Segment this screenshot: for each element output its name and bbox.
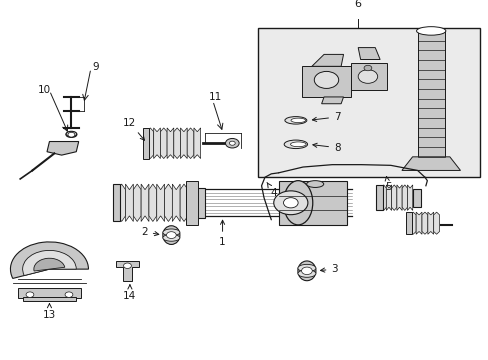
Polygon shape xyxy=(187,184,195,221)
Polygon shape xyxy=(118,184,125,221)
Text: 14: 14 xyxy=(123,285,136,301)
Bar xyxy=(18,288,81,298)
Text: 6: 6 xyxy=(354,0,361,9)
Bar xyxy=(190,189,198,216)
Polygon shape xyxy=(187,128,194,158)
Ellipse shape xyxy=(163,226,180,244)
Ellipse shape xyxy=(297,261,315,281)
Ellipse shape xyxy=(163,234,180,241)
Polygon shape xyxy=(180,184,187,221)
Polygon shape xyxy=(311,54,343,66)
Polygon shape xyxy=(380,185,386,211)
Polygon shape xyxy=(321,97,343,104)
Bar xyxy=(350,63,386,90)
Text: 7: 7 xyxy=(312,112,340,122)
Circle shape xyxy=(123,263,131,269)
Text: 2: 2 xyxy=(141,227,159,237)
Ellipse shape xyxy=(290,142,305,147)
Ellipse shape xyxy=(297,270,315,277)
Polygon shape xyxy=(116,261,139,281)
Circle shape xyxy=(314,71,338,89)
Bar xyxy=(185,181,198,225)
Ellipse shape xyxy=(163,229,180,236)
Ellipse shape xyxy=(290,118,305,122)
Ellipse shape xyxy=(285,117,306,124)
Ellipse shape xyxy=(297,264,315,272)
Text: 5: 5 xyxy=(384,176,391,193)
Polygon shape xyxy=(409,212,415,234)
Ellipse shape xyxy=(283,181,312,225)
Polygon shape xyxy=(133,184,141,221)
Bar xyxy=(375,185,382,211)
Circle shape xyxy=(166,232,176,239)
Polygon shape xyxy=(391,185,396,211)
Text: 12: 12 xyxy=(123,118,144,140)
Circle shape xyxy=(301,267,312,275)
Ellipse shape xyxy=(284,140,307,149)
Circle shape xyxy=(225,139,239,148)
Text: 11: 11 xyxy=(208,92,222,102)
Bar xyxy=(195,188,204,218)
Text: 10: 10 xyxy=(38,85,51,95)
Bar xyxy=(412,189,420,207)
Polygon shape xyxy=(157,184,164,221)
Polygon shape xyxy=(172,184,180,221)
Polygon shape xyxy=(180,128,187,158)
Circle shape xyxy=(283,198,298,208)
Polygon shape xyxy=(164,184,172,221)
Bar xyxy=(302,66,350,97)
Circle shape xyxy=(26,292,34,297)
Circle shape xyxy=(229,141,235,145)
Ellipse shape xyxy=(66,132,77,138)
Polygon shape xyxy=(173,128,180,158)
Circle shape xyxy=(273,191,307,215)
Polygon shape xyxy=(125,184,133,221)
Bar xyxy=(417,31,444,157)
Polygon shape xyxy=(421,212,427,234)
Ellipse shape xyxy=(306,181,323,188)
Polygon shape xyxy=(149,184,157,221)
Wedge shape xyxy=(34,258,65,271)
Text: 3: 3 xyxy=(320,264,337,274)
Polygon shape xyxy=(141,184,149,221)
Bar xyxy=(278,181,346,225)
Polygon shape xyxy=(357,48,379,59)
Polygon shape xyxy=(47,141,79,155)
Polygon shape xyxy=(396,185,401,211)
Polygon shape xyxy=(433,212,439,234)
Bar xyxy=(258,27,479,177)
Wedge shape xyxy=(22,251,76,275)
Text: 9: 9 xyxy=(92,62,99,72)
Text: 1: 1 xyxy=(219,220,225,247)
Polygon shape xyxy=(153,128,160,158)
Polygon shape xyxy=(427,212,433,234)
Polygon shape xyxy=(167,128,173,158)
Polygon shape xyxy=(415,212,421,234)
Polygon shape xyxy=(407,185,412,211)
Circle shape xyxy=(363,65,371,71)
Ellipse shape xyxy=(66,131,77,137)
Text: 13: 13 xyxy=(43,303,56,320)
Text: 4: 4 xyxy=(266,183,277,198)
Circle shape xyxy=(68,132,75,137)
Bar xyxy=(143,128,149,158)
Polygon shape xyxy=(401,157,460,170)
Polygon shape xyxy=(386,185,391,211)
Text: 8: 8 xyxy=(312,143,340,153)
Ellipse shape xyxy=(416,27,445,35)
Bar xyxy=(22,297,76,301)
Circle shape xyxy=(65,292,73,297)
Wedge shape xyxy=(10,242,88,278)
Polygon shape xyxy=(147,128,153,158)
Circle shape xyxy=(357,70,377,83)
Polygon shape xyxy=(160,128,167,158)
Bar xyxy=(113,184,120,221)
Polygon shape xyxy=(401,185,407,211)
Bar xyxy=(406,212,411,234)
Polygon shape xyxy=(194,128,200,158)
